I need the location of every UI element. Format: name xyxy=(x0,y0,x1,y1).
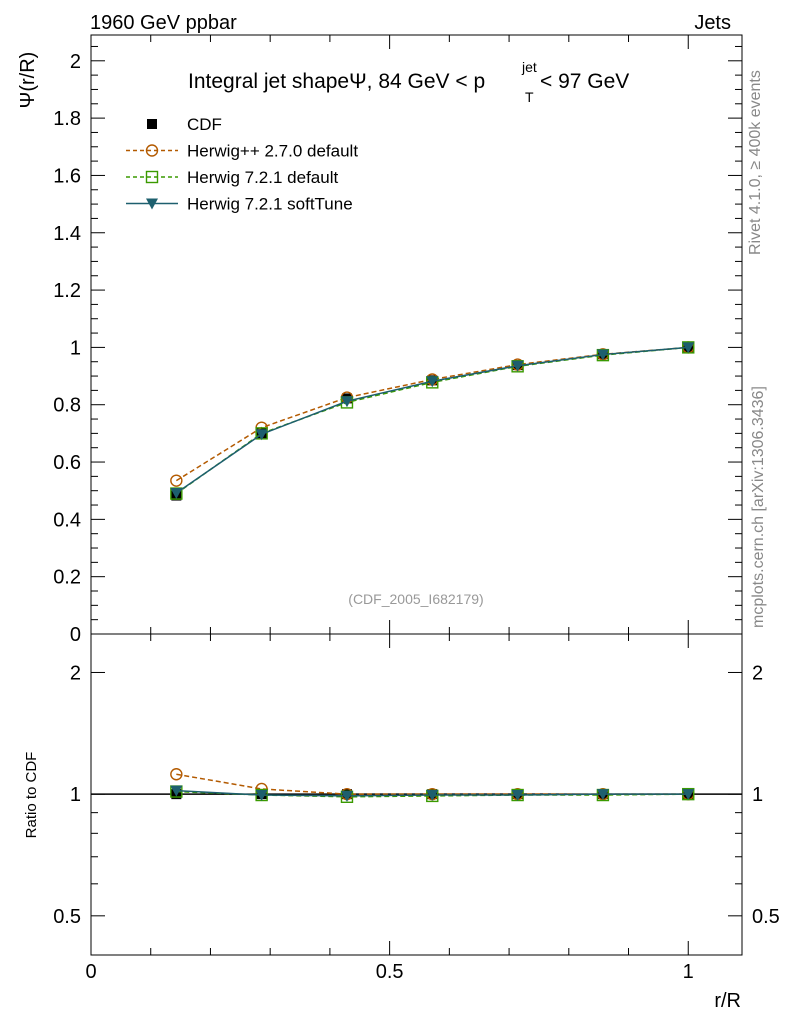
ratio-axis-label: Ratio to CDF xyxy=(23,752,40,839)
mcplots-label: mcplots.cern.ch [arXiv:1306.3436] xyxy=(750,386,767,628)
ratio-point-herwig-7-2-1-softtune xyxy=(170,785,183,797)
svg-text:Integral jet shapeΨ, 84 GeV <: Integral jet shapeΨ, 84 GeV < p xyxy=(188,70,485,93)
y-tick-label: 1 xyxy=(70,337,81,359)
title-main: Integral jet shapeΨ, 84 GeV < p xyxy=(188,70,485,93)
legend-marker-herwig-7-2-1-softtune xyxy=(146,198,158,210)
y-tick-label: 1.2 xyxy=(53,280,81,302)
ratio-tick-label-right: 2 xyxy=(752,662,763,684)
ratio-point-herwig-7-2-1-softtune xyxy=(596,789,609,801)
main-point-herwig-7-2-1-softtune xyxy=(255,429,268,441)
y-tick-label: 1.8 xyxy=(53,108,81,130)
main-line-herwig-2-7-0-default xyxy=(175,346,689,482)
y-tick-label: 0.2 xyxy=(53,567,81,589)
ratio-point-herwig-7-2-1-softtune xyxy=(426,790,439,802)
legend: CDF Herwig++ 2.7.0 default Herwig 7.2.1 de… xyxy=(126,115,358,214)
y-tick-label: 1.4 xyxy=(53,223,81,245)
rivet-label: Rivet 4.1.0, ≥ 400k events xyxy=(747,70,764,255)
ratio-tick-label-right: 1 xyxy=(752,784,763,806)
ratio-point-herwig-7-2-1-softtune xyxy=(511,790,524,802)
ratio-tick-label: 2 xyxy=(70,662,81,684)
x-axis-label: r/R xyxy=(714,990,741,1012)
analysis-tag: (CDF_2005_I682179) xyxy=(348,591,483,607)
y-tick-label: 0 xyxy=(70,624,81,646)
y-tick-label: 0.6 xyxy=(53,452,81,474)
legend-marker-herwig-2-7-0-default xyxy=(145,144,159,157)
header-right: Jets xyxy=(694,12,731,34)
legend-marker-cdf xyxy=(147,119,157,129)
main-point-herwig-7-2-1-softtune xyxy=(682,342,695,354)
main-point-herwig-7-2-1-softtune xyxy=(340,396,353,408)
ratio-point-herwig-7-2-1-softtune xyxy=(255,790,268,802)
y-axis-label: Ψ(r/R) xyxy=(17,52,39,109)
legend-label-cdf: CDF xyxy=(187,115,222,134)
x-tick-label: 0 xyxy=(85,961,96,983)
ratio-point-herwig-2-7-0-default xyxy=(170,768,183,781)
main-line-herwig-7-2-1-softtune xyxy=(175,346,689,494)
ratio-point-herwig-7-2-1-softtune xyxy=(682,789,695,801)
y-tick-label: 0.4 xyxy=(53,509,81,531)
main-point-herwig-7-2-1-softtune xyxy=(426,376,439,388)
ratio-tick-label-right: 0.5 xyxy=(752,906,780,928)
title-post: < 97 GeV xyxy=(540,70,629,93)
legend-label-herwig-7-2-1-softtune: Herwig 7.2.1 softTune xyxy=(187,195,353,214)
y-tick-label: 1.6 xyxy=(53,165,81,187)
legend-label-herwig-2-7-0-default: Herwig++ 2.7.0 default xyxy=(187,142,358,161)
legend-marker-herwig-7-2-1-default xyxy=(145,170,159,184)
x-tick-label: 0.5 xyxy=(376,961,404,983)
title-sup: jet xyxy=(521,59,537,75)
y-tick-label: 0.8 xyxy=(53,395,81,417)
legend-label-herwig-7-2-1-default: Herwig 7.2.1 default xyxy=(187,168,338,187)
main-point-herwig-7-2-1-softtune xyxy=(596,349,609,361)
title-sub: T xyxy=(525,89,534,105)
main-line-herwig-7-2-1-default xyxy=(175,346,689,495)
ratio-point-herwig-7-2-1-softtune xyxy=(340,790,353,802)
main-point-herwig-7-2-1-softtune xyxy=(511,360,524,372)
chart-title: Integral jet shapeΨ, 84 GeV < p jet T < … xyxy=(188,59,629,105)
x-tick-label: 1 xyxy=(683,961,694,983)
ratio-tick-label: 1 xyxy=(70,784,81,806)
y-tick-label: 2 xyxy=(70,51,81,73)
main-point-herwig-2-7-0-default xyxy=(170,474,183,487)
header-left: 1960 GeV ppbar xyxy=(90,12,237,34)
main-point-herwig-7-2-1-softtune xyxy=(170,487,183,499)
ratio-tick-label: 0.5 xyxy=(53,906,81,928)
